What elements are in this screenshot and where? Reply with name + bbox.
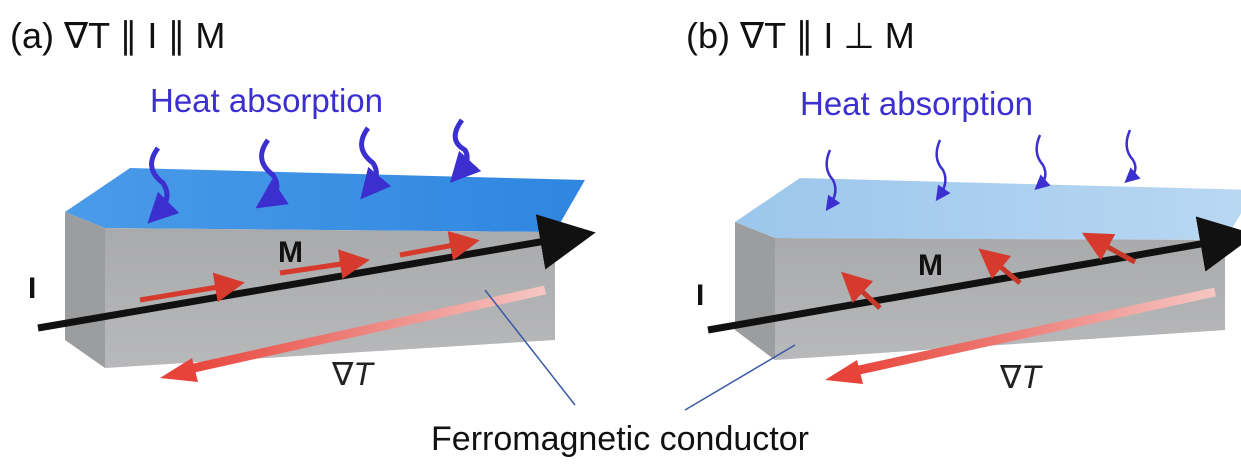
bar-top (65, 168, 585, 232)
panel-a: (a) ∇T ∥ I ∥ M Heat absorption M I ∇T (10, 15, 585, 392)
panel-title: (a) ∇T ∥ I ∥ M (10, 15, 225, 56)
magnetization-label: M (278, 236, 303, 269)
diagram: (a) ∇T ∥ I ∥ M Heat absorption M I ∇T (b… (0, 0, 1241, 464)
magnetization-label: M (918, 249, 943, 282)
current-label: I (28, 272, 36, 305)
panel-title: (b) ∇T ∥ I ⊥ M (686, 15, 915, 56)
bar-side (735, 222, 775, 360)
bar-top (735, 178, 1241, 240)
pointer-line (685, 345, 795, 410)
gradient-arrowhead (825, 360, 863, 384)
gradient-label: ∇T (331, 356, 375, 392)
panel-b: (b) ∇T ∥ I ⊥ M Heat absorption M I ∇T (686, 15, 1241, 395)
caption: Ferromagnetic conductor (431, 420, 809, 458)
bar-side (65, 212, 105, 368)
gradient-label: ∇T (999, 359, 1043, 395)
heat-label: Heat absorption (800, 85, 1033, 122)
heat-label: Heat absorption (150, 82, 383, 119)
current-label: I (696, 279, 704, 312)
